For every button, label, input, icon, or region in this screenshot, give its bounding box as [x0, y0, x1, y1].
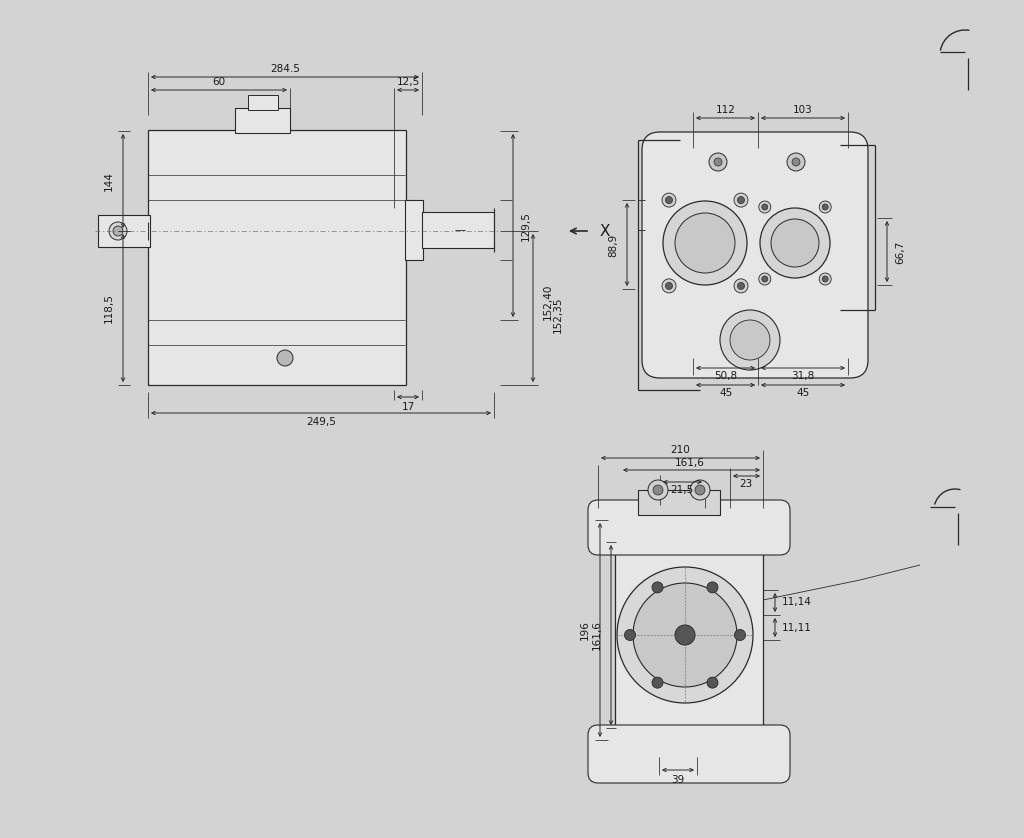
- Bar: [234, 108, 290, 133]
- Text: 129,5: 129,5: [521, 211, 531, 241]
- Circle shape: [714, 158, 722, 166]
- Circle shape: [625, 629, 636, 640]
- Circle shape: [653, 485, 663, 495]
- Text: 196: 196: [580, 620, 590, 640]
- Circle shape: [760, 208, 830, 278]
- Circle shape: [762, 276, 768, 282]
- Circle shape: [278, 350, 293, 366]
- Circle shape: [737, 197, 744, 204]
- Circle shape: [720, 310, 780, 370]
- FancyBboxPatch shape: [588, 725, 790, 783]
- Circle shape: [113, 226, 123, 236]
- Text: 17: 17: [401, 402, 415, 412]
- Text: 161,6: 161,6: [592, 620, 602, 650]
- Bar: [148, 130, 406, 385]
- Circle shape: [652, 677, 663, 688]
- Text: 210: 210: [670, 445, 690, 455]
- Text: 23: 23: [739, 479, 753, 489]
- Text: X: X: [600, 224, 610, 239]
- Circle shape: [787, 153, 805, 171]
- Text: 103: 103: [794, 105, 813, 115]
- Text: 11,14: 11,14: [782, 597, 812, 607]
- Circle shape: [648, 480, 668, 500]
- Circle shape: [695, 485, 705, 495]
- Circle shape: [734, 629, 745, 640]
- Circle shape: [709, 153, 727, 171]
- Text: 66,7: 66,7: [895, 241, 905, 264]
- Text: 45: 45: [720, 388, 732, 398]
- Circle shape: [707, 677, 718, 688]
- Circle shape: [734, 193, 748, 207]
- Bar: [406, 200, 423, 260]
- FancyBboxPatch shape: [588, 500, 790, 555]
- Text: 249,5: 249,5: [306, 417, 336, 427]
- Circle shape: [734, 279, 748, 293]
- Text: 112: 112: [716, 105, 736, 115]
- Bar: [638, 490, 720, 515]
- Circle shape: [633, 583, 737, 687]
- Bar: [248, 95, 278, 110]
- Circle shape: [666, 282, 673, 289]
- Text: 12,5: 12,5: [396, 77, 420, 87]
- FancyBboxPatch shape: [642, 132, 868, 378]
- Text: 60: 60: [212, 77, 225, 87]
- Bar: [98, 215, 150, 247]
- Text: 39: 39: [672, 775, 685, 785]
- Text: 88,9: 88,9: [608, 233, 618, 256]
- Circle shape: [762, 204, 768, 210]
- Circle shape: [663, 201, 746, 285]
- Circle shape: [822, 276, 828, 282]
- Circle shape: [737, 282, 744, 289]
- Circle shape: [819, 201, 831, 213]
- Circle shape: [819, 273, 831, 285]
- Circle shape: [666, 197, 673, 204]
- Text: 284.5: 284.5: [270, 64, 300, 74]
- Text: 144: 144: [104, 171, 114, 191]
- Circle shape: [759, 273, 771, 285]
- Text: 152,40: 152,40: [543, 284, 553, 320]
- Circle shape: [675, 625, 695, 645]
- Text: 118,5: 118,5: [104, 293, 114, 323]
- Text: 161,6: 161,6: [675, 458, 705, 468]
- Bar: [422, 212, 494, 248]
- Circle shape: [730, 320, 770, 360]
- Circle shape: [792, 158, 800, 166]
- Circle shape: [109, 222, 127, 240]
- Text: 50,8: 50,8: [715, 371, 737, 381]
- Circle shape: [822, 204, 828, 210]
- Text: 11,11: 11,11: [782, 623, 812, 633]
- Circle shape: [759, 201, 771, 213]
- Circle shape: [675, 213, 735, 273]
- Circle shape: [707, 582, 718, 592]
- Bar: [615, 540, 763, 740]
- Text: 31,8: 31,8: [792, 371, 815, 381]
- Text: 45: 45: [797, 388, 810, 398]
- Text: 152,35: 152,35: [553, 297, 563, 334]
- Circle shape: [652, 582, 663, 592]
- Circle shape: [662, 279, 676, 293]
- Circle shape: [662, 193, 676, 207]
- Circle shape: [617, 567, 753, 703]
- Text: 21,5: 21,5: [671, 485, 693, 495]
- Circle shape: [690, 480, 710, 500]
- Circle shape: [771, 219, 819, 267]
